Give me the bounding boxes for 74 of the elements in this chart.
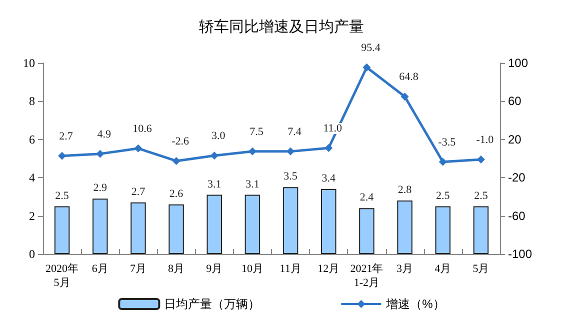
data-label: 95.4: [361, 42, 381, 54]
point: [58, 152, 66, 160]
data-label: 11.0: [323, 122, 343, 134]
legend-label: 日均产量（万辆）: [164, 297, 260, 311]
data-label: 2.6: [169, 188, 184, 200]
chart-title: 轿车同比增速及日均产量: [199, 18, 364, 36]
x-tick-label: 12月: [318, 263, 340, 275]
bar: [130, 202, 146, 254]
data-label: 4.9: [97, 128, 112, 140]
x-tick-label: 11月: [280, 263, 302, 275]
point: [210, 152, 218, 160]
bar: [206, 194, 222, 254]
data-label: 2.4: [360, 192, 374, 204]
point: [248, 147, 256, 156]
bar: [168, 204, 184, 254]
point: [438, 158, 447, 166]
data-label: 10.6: [132, 122, 152, 135]
data-label: 7.5: [250, 126, 264, 138]
y2-tick-label: -100: [508, 247, 532, 261]
bar: [359, 208, 374, 254]
data-label: -3.5: [438, 136, 456, 148]
bar: [54, 206, 70, 254]
bar: [92, 198, 108, 254]
x-tick-label: 6月: [92, 263, 108, 275]
data-label: 3.5: [284, 170, 298, 183]
y2-tick-label: -20: [508, 170, 526, 185]
data-label: 2.8: [398, 184, 412, 196]
data-label: 3.0: [212, 130, 226, 142]
point: [134, 144, 142, 152]
y2-tick-label: 100: [508, 56, 528, 70]
bar: [321, 189, 336, 254]
data-label: 7.4: [288, 126, 302, 138]
data-label: 2.5: [474, 190, 488, 202]
x-tick-label: 5月: [472, 263, 490, 275]
data-label: 2.7: [131, 186, 146, 198]
point: [362, 63, 371, 72]
data-label: 2.5: [55, 190, 70, 202]
data-label: 3.4: [322, 172, 336, 185]
data-label: 3.1: [208, 178, 222, 190]
y-tick-label: 0: [29, 247, 35, 261]
y2-tick-label: -60: [508, 208, 526, 223]
point: [286, 147, 295, 156]
point: [172, 156, 180, 165]
y-tick-label: 8: [29, 94, 35, 108]
y-tick-label: 10: [23, 56, 35, 70]
bar: [397, 200, 412, 254]
x-tick-label: 9月: [206, 263, 223, 275]
bar: [473, 206, 489, 254]
x-tick-label: 2021年 1-2月: [350, 263, 384, 289]
bar: [435, 206, 450, 254]
y2-tick-label: 60: [508, 94, 522, 108]
y-tick-label: 2: [29, 208, 35, 223]
data-label: -2.6: [172, 135, 190, 148]
data-label: 64.8: [399, 71, 419, 84]
x-tick-label: 3月: [396, 263, 414, 275]
point: [400, 92, 409, 101]
data-label: -1.0: [476, 134, 494, 146]
x-tick-label: 2020年 5月: [46, 263, 79, 289]
x-tick-label: 7月: [130, 263, 146, 275]
y2-tick-label: 20: [508, 132, 522, 146]
bar: [282, 187, 298, 254]
x-tick-label: 10月: [241, 263, 264, 275]
x-tick-label: 8月: [168, 263, 185, 275]
y-tick-label: 4: [29, 170, 35, 185]
legend-label: 增速（%）: [385, 297, 445, 311]
y-tick-label: 6: [29, 132, 35, 146]
point: [324, 144, 333, 152]
bar: [244, 194, 260, 254]
data-label: 2.9: [93, 182, 108, 194]
x-tick-label: 4月: [434, 263, 452, 275]
data-label: 2.5: [436, 190, 450, 202]
data-label: 3.1: [246, 178, 260, 190]
point: [96, 150, 104, 158]
data-label: 2.7: [59, 130, 74, 142]
